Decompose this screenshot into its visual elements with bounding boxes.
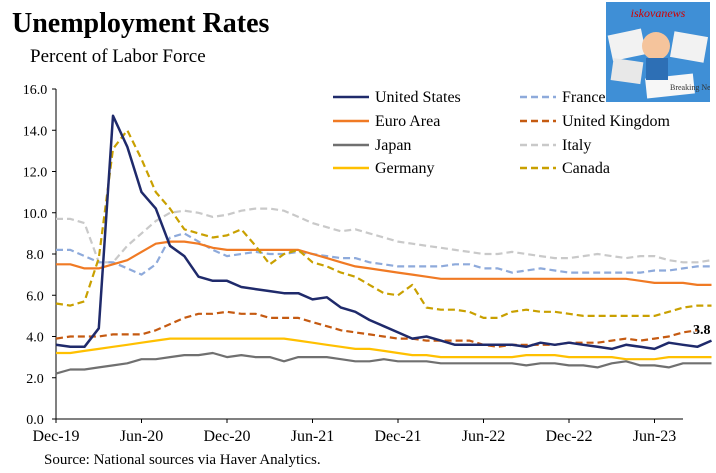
y-tick-label: 2.0 <box>26 372 44 387</box>
legend-label-united-states: United States <box>375 89 461 106</box>
newspaper-collage-logo: Breaking News <box>606 2 710 102</box>
y-tick-label: 10.0 <box>23 207 48 222</box>
legend-label-germany: Germany <box>375 160 435 177</box>
legend-label-euro-area: Euro Area <box>375 113 440 130</box>
logo-inner-text: Breaking News <box>670 83 710 92</box>
chart-axes: 0.0 2.0 4.0 6.0 8.0 10.0 12.0 14.0 16.0 Dec-19 Jun… <box>23 83 683 445</box>
chart-legend: United States France Euro Area United Kingd… <box>333 89 671 177</box>
y-tick-label: 16.0 <box>23 83 48 98</box>
x-tick-label: Dec-20 <box>203 428 250 445</box>
y-tick-label: 0.0 <box>26 413 44 428</box>
series-line-euro-area <box>56 240 712 286</box>
y-tick-label: 4.0 <box>26 331 44 346</box>
source-note: Source: National sources via Haver Analy… <box>44 452 321 468</box>
series-line-united-kingdom <box>55 310 698 348</box>
chart-series <box>55 114 713 375</box>
legend-label-united-kingdom: United Kingdom <box>562 113 671 130</box>
series-line-canada <box>55 129 712 319</box>
legend-label-japan: Japan <box>375 137 411 154</box>
y-tick-label: 8.0 <box>26 248 44 263</box>
x-tick-label: Jun-21 <box>291 428 335 445</box>
legend-label-france: France <box>562 89 606 106</box>
legend-label-italy: Italy <box>562 137 591 154</box>
y-tick-label: 14.0 <box>23 124 48 139</box>
x-tick-label: Dec-19 <box>32 428 79 445</box>
x-tick-label: Jun-23 <box>633 428 677 445</box>
y-tick-label: 6.0 <box>26 289 44 304</box>
x-tick-label: Dec-22 <box>545 428 592 445</box>
series-line-france <box>56 232 712 276</box>
series-line-italy <box>56 207 712 264</box>
x-tick-label: Jun-20 <box>120 428 164 445</box>
x-tick-label: Jun-22 <box>462 428 506 445</box>
series-line-germany <box>56 337 712 361</box>
page-title: Unemployment Rates <box>12 8 270 39</box>
logo-text: iskovanews <box>630 6 686 20</box>
x-tick-label: Dec-21 <box>374 428 421 445</box>
page-subtitle: Percent of Labor Force <box>30 46 206 67</box>
legend-label-canada: Canada <box>562 160 610 177</box>
y-tick-label: 12.0 <box>23 166 48 181</box>
value-annotation: 3.8 <box>693 323 711 338</box>
series-line-japan <box>55 351 712 375</box>
series-line-united-states <box>55 114 713 351</box>
